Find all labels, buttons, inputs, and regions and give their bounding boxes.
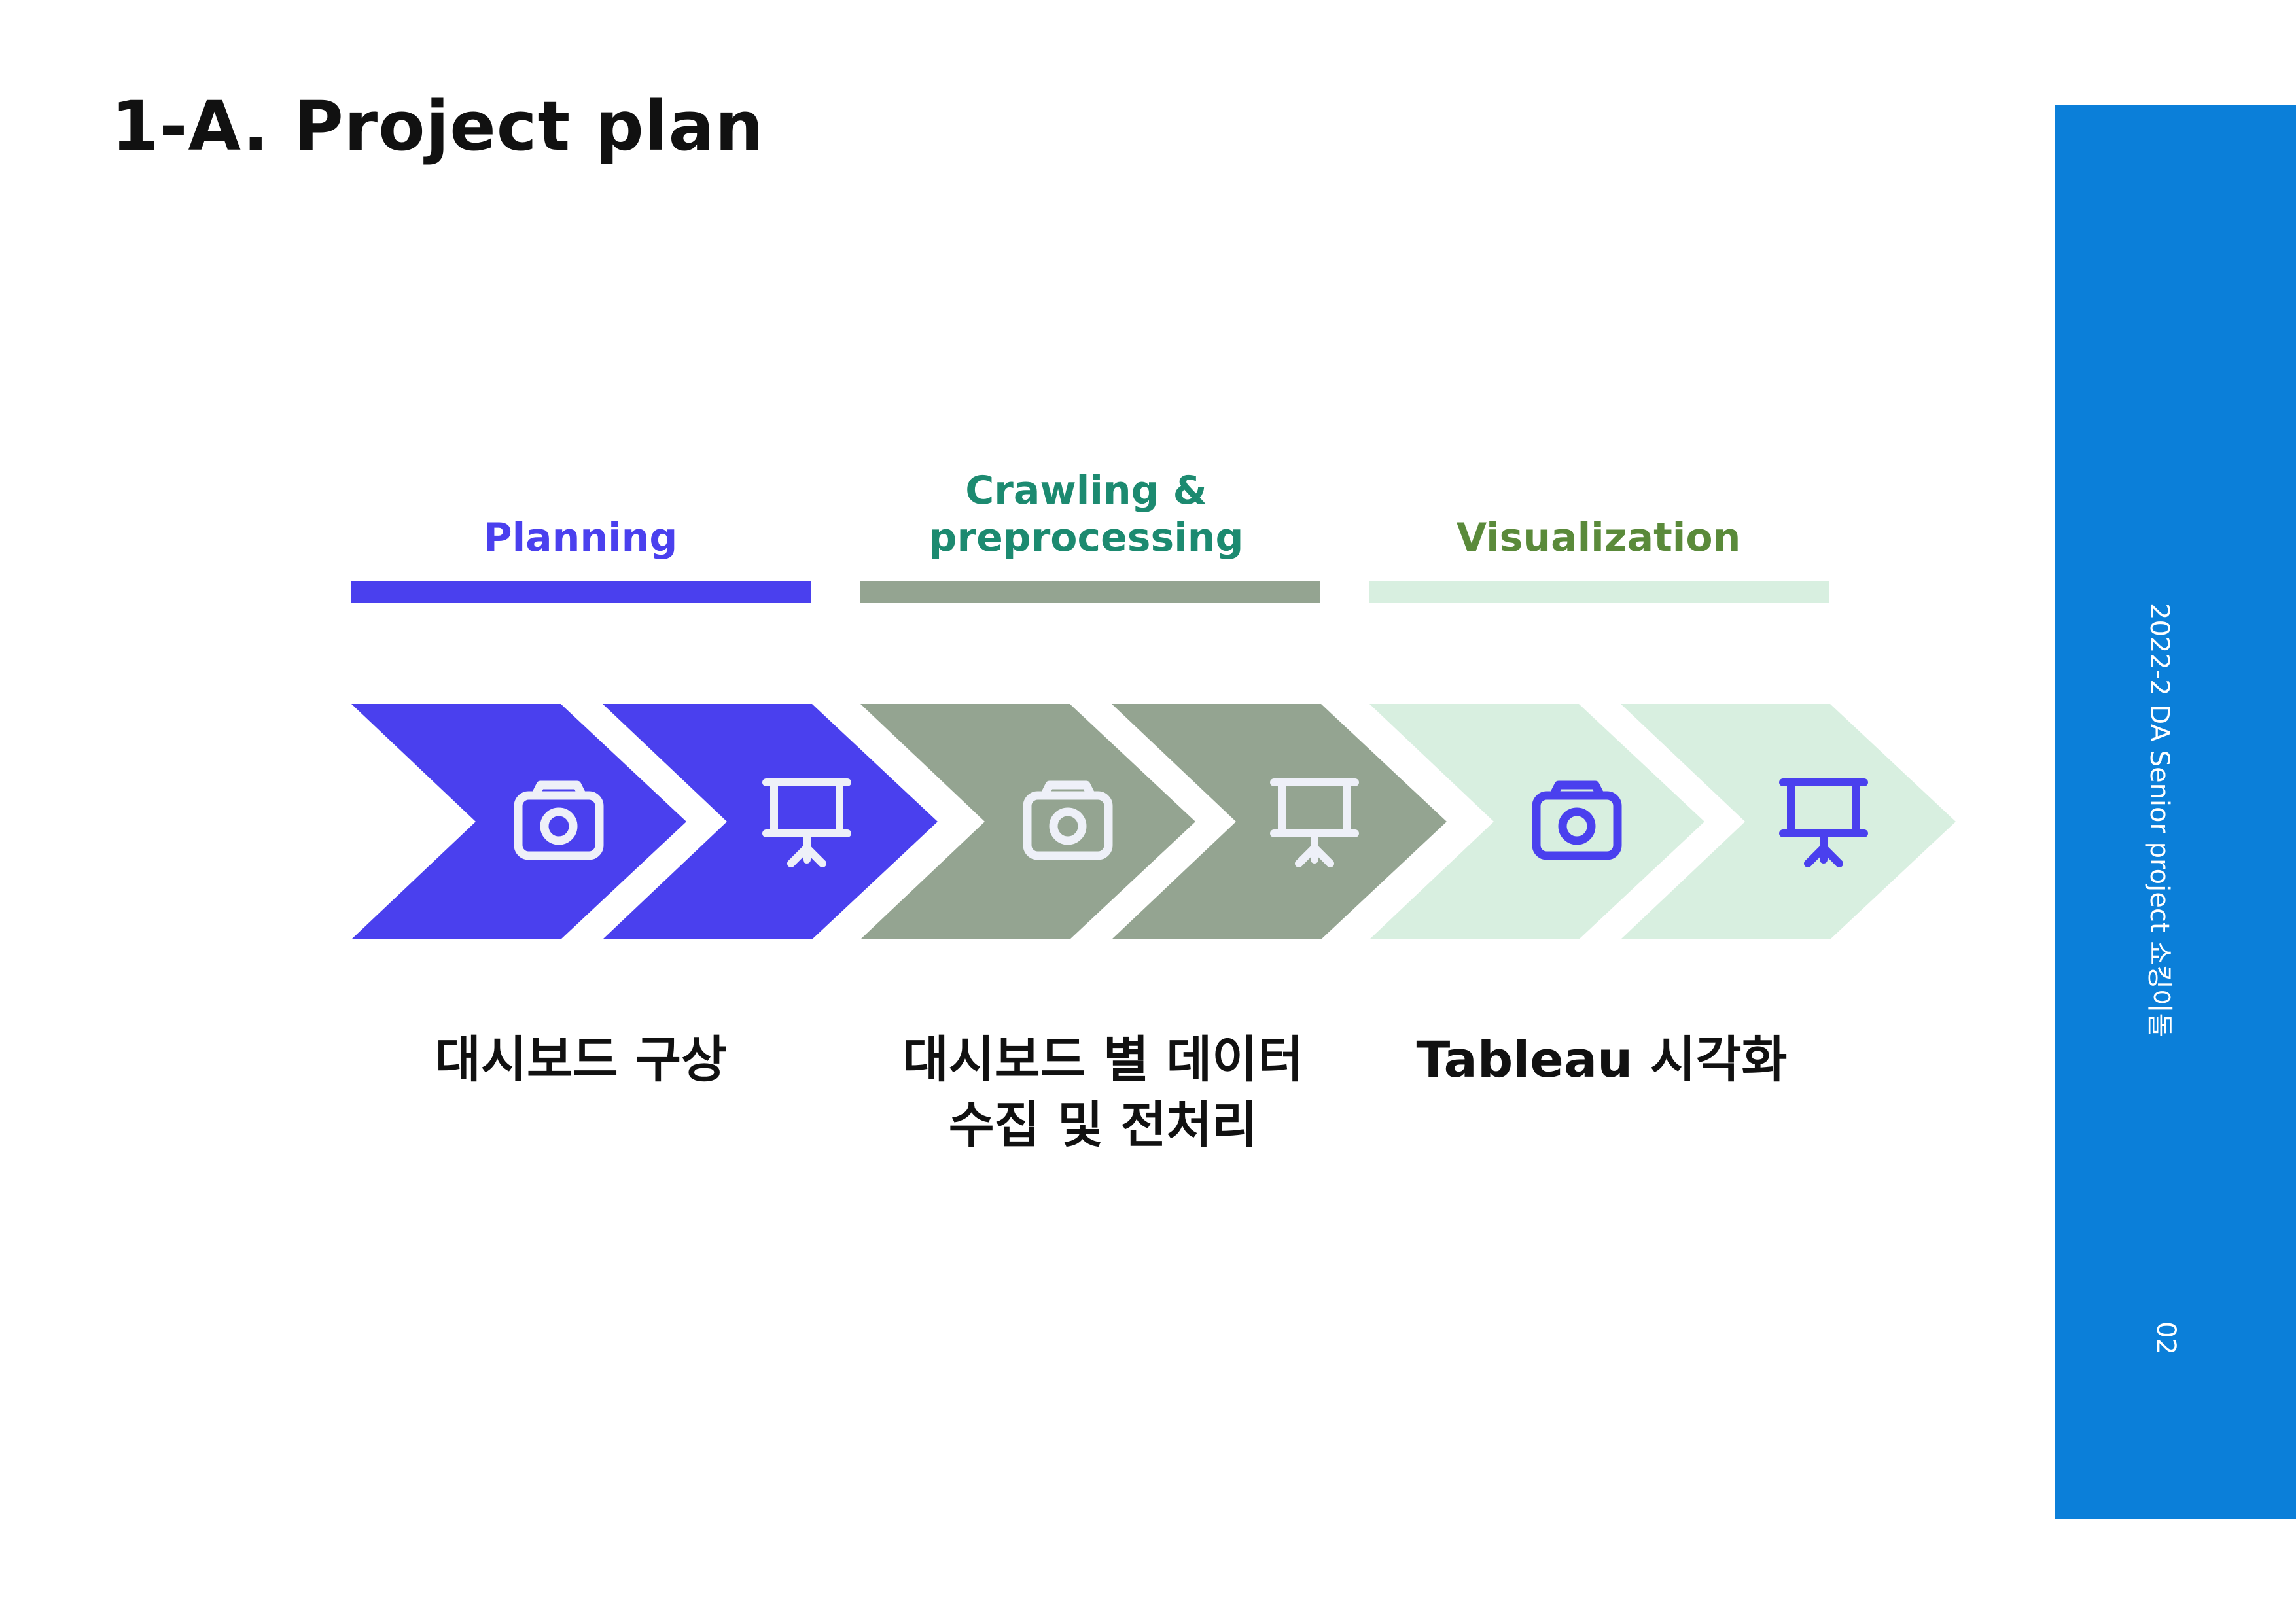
camera-icon <box>1023 780 1113 860</box>
phase-label-visualization: Visualization <box>1456 515 1741 561</box>
step-description-crawling-line2: 수집 및 전처리 <box>948 1096 1258 1154</box>
page-title: 1-A. Project plan <box>111 86 764 166</box>
sidebar <box>2055 105 2296 1519</box>
phase-label-crawling: Crawling & preprocessing <box>857 467 1315 561</box>
presentation-icon <box>1779 778 1868 867</box>
phase-bar-planning <box>351 581 811 603</box>
camera-icon <box>514 780 604 860</box>
step-description-crawling: 대시보드 별 데이터 수집 및 전처리 <box>848 1027 1358 1158</box>
camera-icon <box>1532 780 1622 860</box>
step-description-planning: 대시보드 구상 <box>435 1030 727 1089</box>
phase-label-crawling-line2: preprocessing <box>928 515 1244 561</box>
phase-bar-visualization <box>1369 581 1829 603</box>
step-description-crawling-line1: 대시보드 별 데이터 <box>902 1030 1304 1089</box>
presentation-icon <box>762 778 851 867</box>
phase-label-planning: Planning <box>483 515 678 561</box>
phase-label-crawling-line1: Crawling & <box>965 468 1207 514</box>
presentation-icon <box>1270 778 1359 867</box>
step-description-visualization: Tableau 시각화 <box>1416 1030 1788 1089</box>
phase-bar-crawling <box>860 581 1320 603</box>
